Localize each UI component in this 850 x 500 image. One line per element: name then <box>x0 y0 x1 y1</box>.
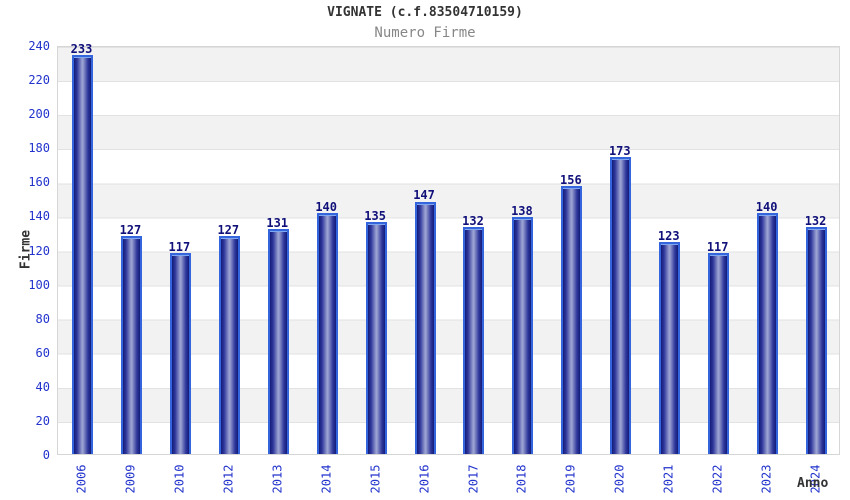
x-tick-2022: 2022 <box>710 464 725 494</box>
x-tick-2014: 2014 <box>319 464 334 494</box>
bar-2016 <box>414 201 436 454</box>
y-tick-80: 80 <box>35 311 50 326</box>
y-tick-40: 40 <box>35 379 50 394</box>
bar-value-label: 127 <box>217 222 240 237</box>
bar-value-label: 135 <box>364 208 386 223</box>
x-tick-2023: 2023 <box>759 464 774 494</box>
y-tick-180: 180 <box>28 141 50 156</box>
x-tick-2019: 2019 <box>563 464 578 494</box>
bar-2022 <box>708 252 730 454</box>
bar-value-label: 117 <box>168 239 191 254</box>
bar-value-label: 131 <box>266 215 289 230</box>
bar-2010 <box>169 252 191 454</box>
chart-title: VIGNATE (c.f.83504710159) <box>327 5 523 20</box>
y-tick-20: 20 <box>35 413 50 428</box>
bar-value-label: 117 <box>706 239 729 254</box>
bar-2018 <box>512 216 534 454</box>
y-tick-220: 220 <box>28 73 50 88</box>
y-tick-0: 0 <box>42 448 50 462</box>
bar-value-label: 233 <box>70 41 93 56</box>
bar-value-label: 123 <box>657 229 680 244</box>
bar-value-label: 140 <box>315 200 337 215</box>
bar-2021 <box>659 242 681 454</box>
bar-value-label: 173 <box>608 144 631 159</box>
x-tick-2009: 2009 <box>123 464 138 494</box>
bar-2006 <box>71 54 93 454</box>
x-tick-2012: 2012 <box>221 464 236 494</box>
chart-subtitle: Numero Firme <box>374 25 476 41</box>
x-tick-2018: 2018 <box>514 464 529 494</box>
bar-value-label: 147 <box>413 188 435 203</box>
x-tick-2020: 2020 <box>612 464 627 494</box>
bar-value-label: 132 <box>804 214 827 229</box>
y-tick-120: 120 <box>28 243 50 258</box>
y-tick-200: 200 <box>28 107 50 122</box>
x-axis-label: Anno <box>797 476 829 491</box>
x-tick-2010: 2010 <box>172 464 187 494</box>
bar-2024 <box>806 227 828 454</box>
x-tick-2013: 2013 <box>270 464 285 494</box>
x-tick-2015: 2015 <box>368 464 383 494</box>
x-tick-2021: 2021 <box>661 464 676 494</box>
y-tick-160: 160 <box>28 175 50 190</box>
y-tick-60: 60 <box>35 345 50 360</box>
x-tick-2017: 2017 <box>465 464 480 494</box>
y-tick-100: 100 <box>28 277 50 292</box>
bar-2015 <box>365 221 387 454</box>
bar-value-label: 127 <box>119 222 142 237</box>
bar-2014 <box>316 213 338 454</box>
bar-2020 <box>610 157 632 454</box>
bar-2009 <box>120 235 142 454</box>
plot-area <box>57 46 840 455</box>
bar-2019 <box>561 186 583 454</box>
bar-2023 <box>757 213 779 454</box>
bar-value-label: 140 <box>755 200 778 215</box>
y-tick-240: 240 <box>28 39 50 53</box>
bar-2013 <box>267 228 289 454</box>
y-tick-140: 140 <box>28 209 50 224</box>
x-tick-2016: 2016 <box>417 464 432 494</box>
bar-value-label: 138 <box>511 203 533 218</box>
bar-2017 <box>463 227 485 454</box>
bar-value-label: 132 <box>462 214 484 229</box>
bar-2012 <box>218 235 240 454</box>
bar-value-label: 156 <box>560 173 582 188</box>
x-tick-2006: 2006 <box>74 464 89 494</box>
